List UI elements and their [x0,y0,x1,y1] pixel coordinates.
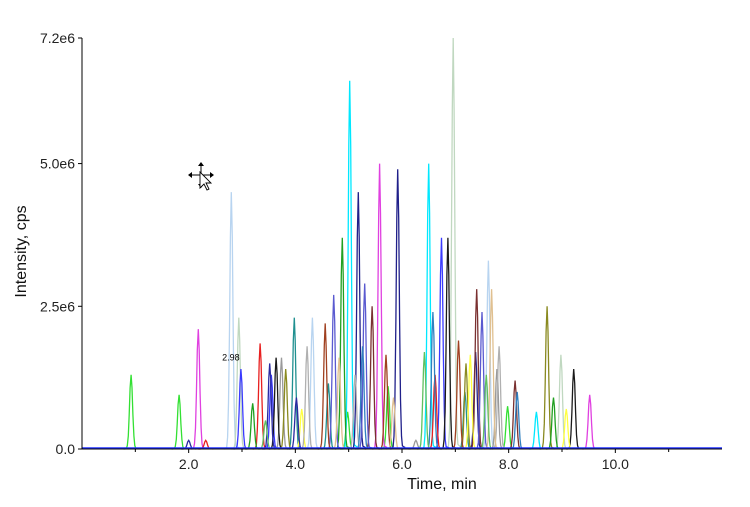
series-traces [123,37,598,450]
series-1-peak [582,394,598,450]
x-tick-label: 8.0 [499,456,519,472]
move-cursor-icon [188,162,214,191]
series-3-peak [445,37,462,450]
series-5-peak [528,411,544,450]
x-axis-ticks: 2.0 4.0 6.0 8.0 10.0 [134,449,670,472]
series-16-peak [299,346,315,450]
series-0-peak [171,394,187,450]
y-tick-label: 2.5e6 [40,298,75,314]
y-axis-title: Intensity, cps [13,205,30,297]
x-tick-label: 10.0 [602,456,629,472]
x-axis-title: Time, min [407,476,477,493]
series-9-peak [274,357,289,450]
x-tick-label: 6.0 [392,456,412,472]
series-0-peak [123,374,139,450]
series-2-peak [304,317,321,450]
peak-annotation-label: 2.98 [222,352,240,362]
y-tick-label: 5.0e6 [40,156,75,172]
peak-annotations: 2.98 [222,352,240,362]
series-5-peak [342,80,358,450]
y-tick-label: 0.0 [56,441,76,457]
series-12-peak [539,306,555,450]
series-1-peak [190,329,206,450]
y-tick-label: 7.2e6 [40,30,75,46]
x-tick-label: 2.0 [179,456,199,472]
y-axis-ticks: 0.0 2.5e6 5.0e6 7.2e6 [40,30,82,457]
x-tick-label: 4.0 [286,456,306,472]
